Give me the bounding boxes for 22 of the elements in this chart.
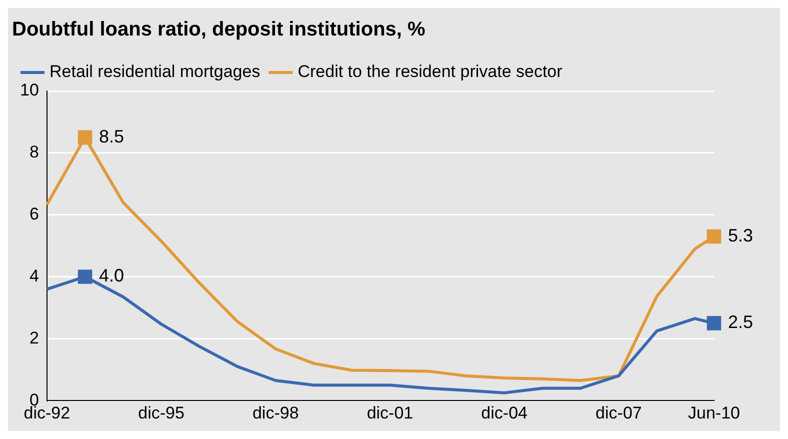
x-tick-label: dic-04	[481, 403, 528, 422]
y-tick-label: 2	[29, 328, 39, 348]
x-tick-label: Jun-10	[688, 403, 740, 422]
x-tick-label: dic-01	[366, 403, 414, 422]
data-label: 5.3	[728, 225, 754, 246]
data-label: 4.0	[99, 266, 124, 286]
chart-title: Doubtful loans ratio, deposit institutions, %	[12, 18, 426, 41]
point	[706, 316, 722, 330]
x-tick-label: dic-95	[138, 403, 184, 422]
y-tick-label: 4	[29, 266, 39, 286]
point	[78, 270, 92, 284]
point	[706, 229, 722, 244]
x-tick-label: dic-07	[596, 403, 642, 422]
y-tick-label: 6	[29, 204, 39, 224]
x-tick-label: dic-98	[252, 403, 299, 422]
legend-label: Retail residential mortgages	[50, 62, 260, 82]
y-tick-label: 10	[20, 80, 39, 100]
legend-label: Credit to the resident private sector	[298, 62, 563, 82]
y-tick-label: 8	[29, 142, 39, 162]
data-label: 2.5	[728, 312, 754, 332]
point	[78, 130, 92, 145]
data-label: 8.5	[99, 126, 124, 146]
